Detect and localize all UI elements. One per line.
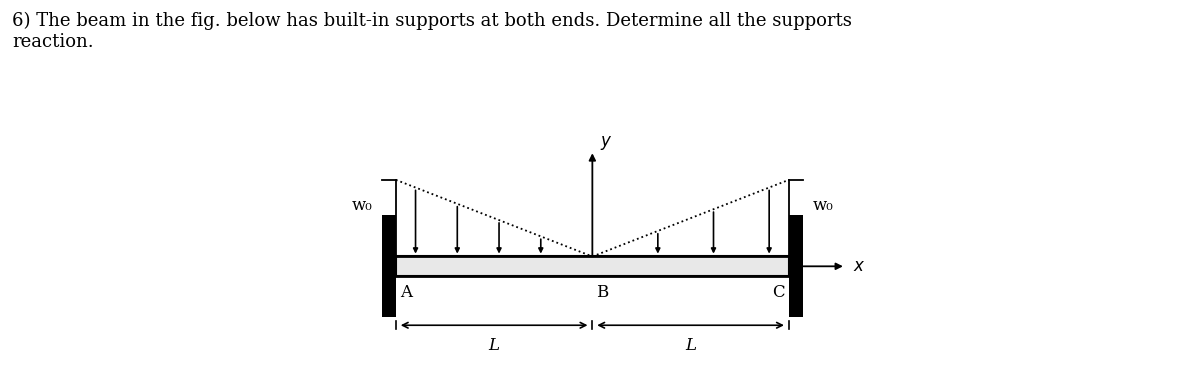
Text: B: B [596, 284, 608, 301]
Text: C: C [773, 284, 785, 301]
Text: w₀: w₀ [352, 197, 372, 214]
Text: L: L [685, 337, 696, 354]
Text: A: A [400, 284, 412, 301]
Text: 6) The beam in the fig. below has built-in supports at both ends. Determine all : 6) The beam in the fig. below has built-… [12, 11, 852, 50]
Text: w₀: w₀ [812, 197, 833, 214]
Bar [788, 215, 803, 317]
Text: L: L [488, 337, 499, 354]
Bar [396, 256, 788, 276]
Text: y: y [600, 133, 610, 151]
Bar [382, 215, 396, 317]
Text: x: x [853, 257, 864, 275]
